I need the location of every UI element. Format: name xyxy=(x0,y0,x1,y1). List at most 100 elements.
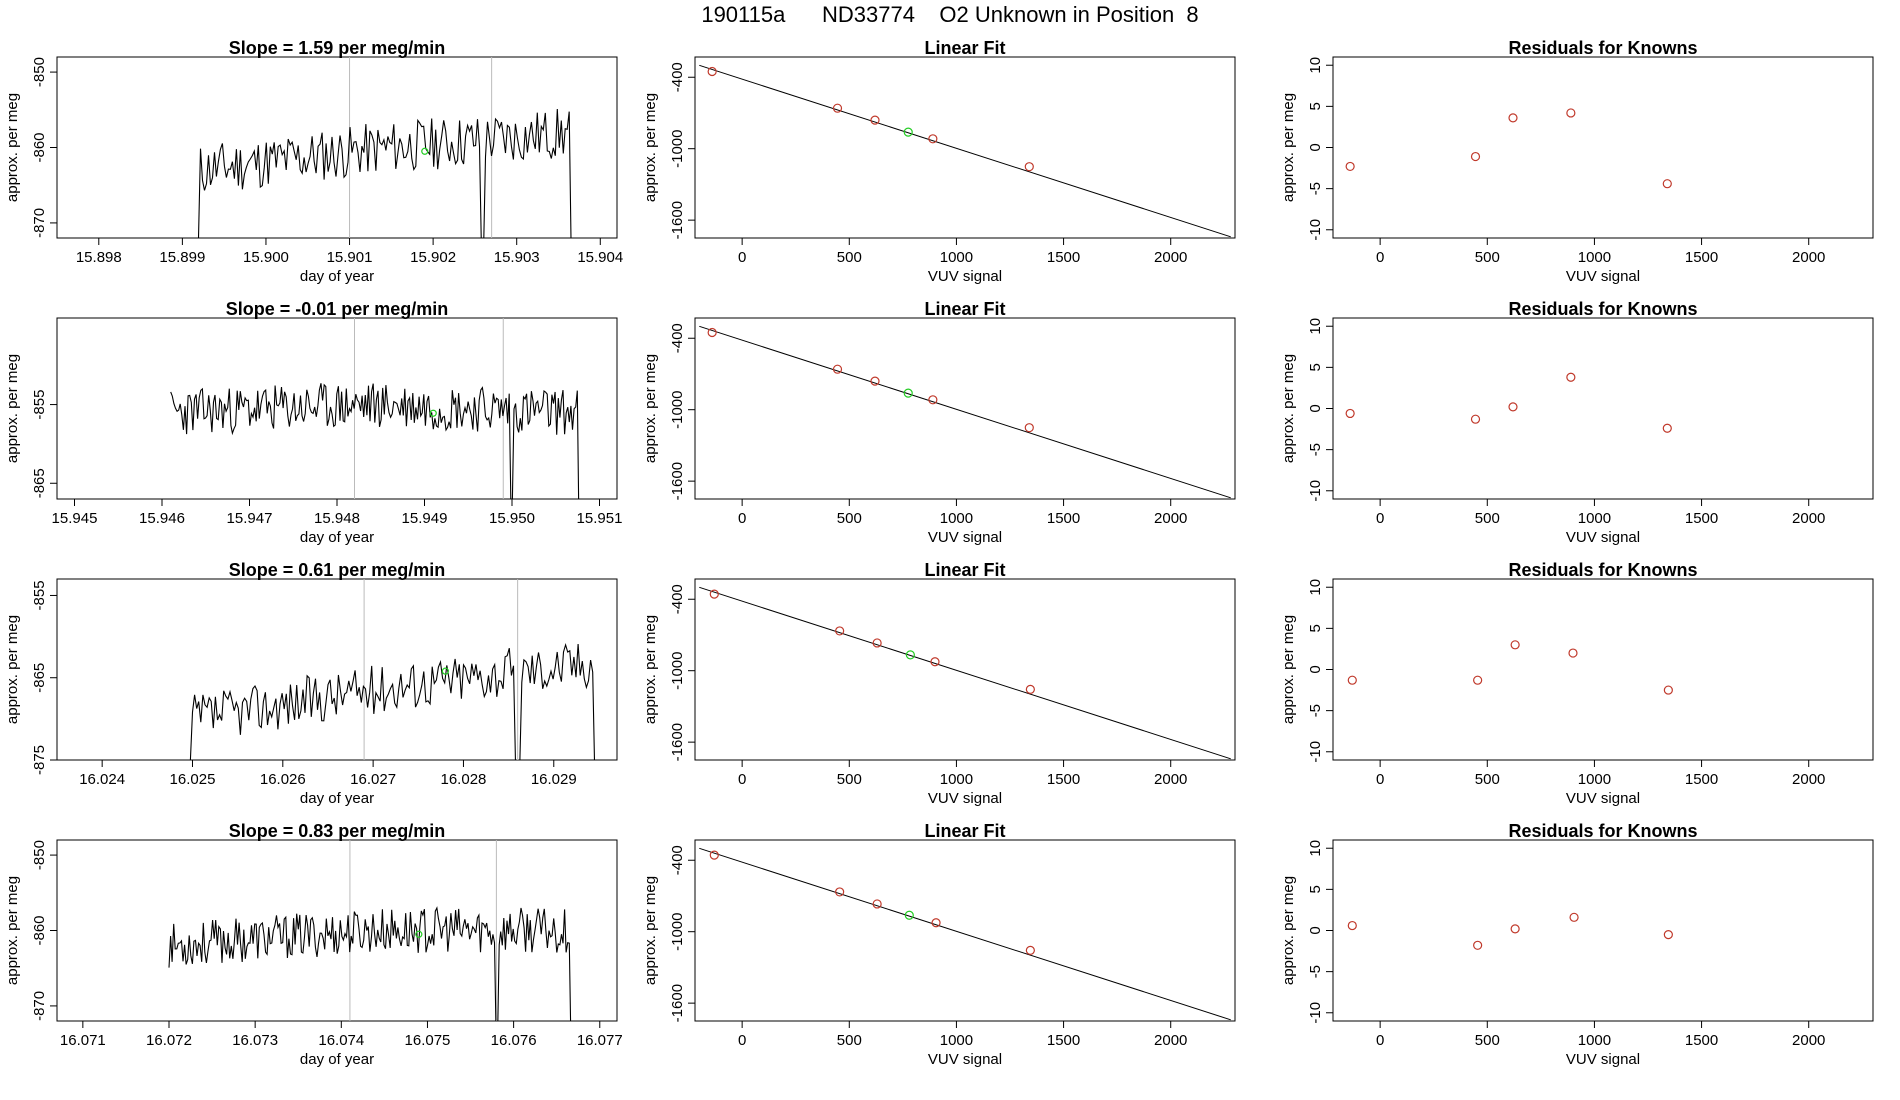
y-tick-label: -400 xyxy=(669,845,686,875)
chart-title: Residuals for Knowns xyxy=(1508,299,1697,319)
y-tick-label: -10 xyxy=(1307,219,1324,241)
chart-title: Slope = 1.59 per meg/min xyxy=(229,38,446,58)
known-point xyxy=(1470,151,1481,162)
known-point xyxy=(1347,920,1357,931)
plot-frame xyxy=(1332,839,1874,1022)
y-tick-label: -400 xyxy=(669,323,686,353)
chart-panel-2-2: Residuals for Knowns 0 500 1000 1500 2000 VUV … xyxy=(1280,560,1874,807)
chart-title: Slope = 0.61 per meg/min xyxy=(229,560,446,580)
x-tick-label: 15.904 xyxy=(577,249,623,266)
y-axis-label: approx. per meg xyxy=(1280,354,1297,463)
x-tick-label: 16.077 xyxy=(577,1032,623,1049)
y-tick-label: 10 xyxy=(1307,57,1324,74)
known-point xyxy=(1508,402,1518,412)
x-tick-label: 16.075 xyxy=(405,1032,451,1049)
chart-panel-1-0: Slope = -0.01 per meg/min 15.945 15.946 15.… xyxy=(4,299,622,546)
unknown-point xyxy=(903,127,913,137)
y-tick-label: -1000 xyxy=(669,652,686,690)
x-tick-label: 1000 xyxy=(1578,771,1611,788)
plot-area xyxy=(699,325,1231,499)
x-tick-label: 15.901 xyxy=(327,249,373,266)
known-point xyxy=(1663,930,1673,940)
y-tick-label: -1600 xyxy=(669,462,686,500)
y-tick-label: -870 xyxy=(31,991,48,1021)
plot-area xyxy=(168,840,572,1021)
y-tick-label: -1000 xyxy=(669,130,686,168)
x-tick-label: 1500 xyxy=(1685,249,1718,266)
x-tick-label: 16.026 xyxy=(260,771,306,788)
y-tick-label: -1600 xyxy=(669,984,686,1022)
known-point xyxy=(1345,161,1355,172)
known-point xyxy=(1663,685,1673,695)
x-tick-label: 16.024 xyxy=(79,771,125,788)
y-tick-label: 5 xyxy=(1307,363,1324,371)
y-tick-label: -1000 xyxy=(669,391,686,429)
x-tick-label: 2000 xyxy=(1154,249,1187,266)
known-point xyxy=(1566,108,1576,118)
y-axis-label: approx. per meg xyxy=(1280,876,1297,985)
y-tick-label: -1600 xyxy=(669,723,686,761)
chart-panel-0-1: Linear Fit 0 500 1000 1500 2000 VUV signal -160… xyxy=(642,38,1236,285)
x-tick-label: 15.900 xyxy=(243,249,289,266)
plot-frame xyxy=(694,56,1236,239)
plot-frame xyxy=(694,578,1236,761)
x-tick-label: 0 xyxy=(738,249,746,266)
y-axis-label: approx. per meg xyxy=(4,876,21,985)
y-tick-label: -400 xyxy=(669,62,686,92)
plot-frame xyxy=(56,317,618,500)
x-tick-label: 15.951 xyxy=(577,510,623,527)
x-tick-label: 2000 xyxy=(1792,249,1825,266)
plot-area xyxy=(699,64,1231,238)
x-tick-label: 0 xyxy=(738,1032,746,1049)
y-tick-label: -875 xyxy=(31,745,48,775)
known-point xyxy=(707,66,717,77)
known-point xyxy=(1024,162,1034,172)
x-tick-label: 1500 xyxy=(1685,1032,1718,1049)
known-point xyxy=(930,657,940,667)
y-tick-label: 0 xyxy=(1307,404,1324,412)
plot-frame xyxy=(1332,56,1874,239)
x-tick-label: 1500 xyxy=(1047,771,1080,788)
y-axis-label: approx. per meg xyxy=(642,876,659,985)
chart-title: Linear Fit xyxy=(924,299,1005,319)
known-point xyxy=(1345,408,1355,419)
x-tick-label: 15.899 xyxy=(159,249,205,266)
y-tick-label: -855 xyxy=(31,580,48,610)
chart-panel-3-2: Residuals for Knowns 0 500 1000 1500 2000 VUV … xyxy=(1280,821,1874,1068)
chart-panel-1-1: Linear Fit 0 500 1000 1500 2000 VUV signal -160… xyxy=(642,299,1236,546)
unknown-marker xyxy=(441,667,449,675)
x-tick-label: 15.945 xyxy=(52,510,98,527)
y-tick-label: -870 xyxy=(31,208,48,238)
x-tick-label: 1000 xyxy=(1578,1032,1611,1049)
y-tick-label: -1600 xyxy=(669,201,686,239)
x-tick-label: 15.948 xyxy=(314,510,360,527)
x-axis-label: day of year xyxy=(300,790,374,807)
fit-line xyxy=(699,586,1231,760)
x-axis-label: day of year xyxy=(300,1051,374,1068)
y-tick-label: -865 xyxy=(31,468,48,498)
x-tick-label: 1500 xyxy=(1047,249,1080,266)
x-axis-label: day of year xyxy=(300,268,374,285)
x-tick-label: 1000 xyxy=(940,510,973,527)
y-tick-label: -865 xyxy=(31,663,48,693)
known-point xyxy=(832,364,843,374)
x-tick-label: 2000 xyxy=(1792,510,1825,527)
known-point xyxy=(1470,414,1481,424)
x-tick-label: 500 xyxy=(1475,249,1500,266)
known-point xyxy=(931,918,941,928)
plot-area xyxy=(1347,912,1673,950)
x-tick-label: 0 xyxy=(1376,249,1384,266)
x-tick-label: 2000 xyxy=(1154,510,1187,527)
x-tick-label: 2000 xyxy=(1154,771,1187,788)
plot-area xyxy=(57,57,572,238)
x-tick-label: 500 xyxy=(1475,1032,1500,1049)
x-tick-label: 1000 xyxy=(1578,510,1611,527)
unknown-point xyxy=(904,910,914,920)
known-point xyxy=(1025,684,1035,694)
y-tick-label: -860 xyxy=(31,132,48,162)
x-tick-label: 1000 xyxy=(940,249,973,266)
y-tick-label: -1000 xyxy=(669,913,686,951)
chart-title: Linear Fit xyxy=(924,560,1005,580)
y-axis-label: approx. per meg xyxy=(642,615,659,724)
known-point xyxy=(1510,924,1520,934)
